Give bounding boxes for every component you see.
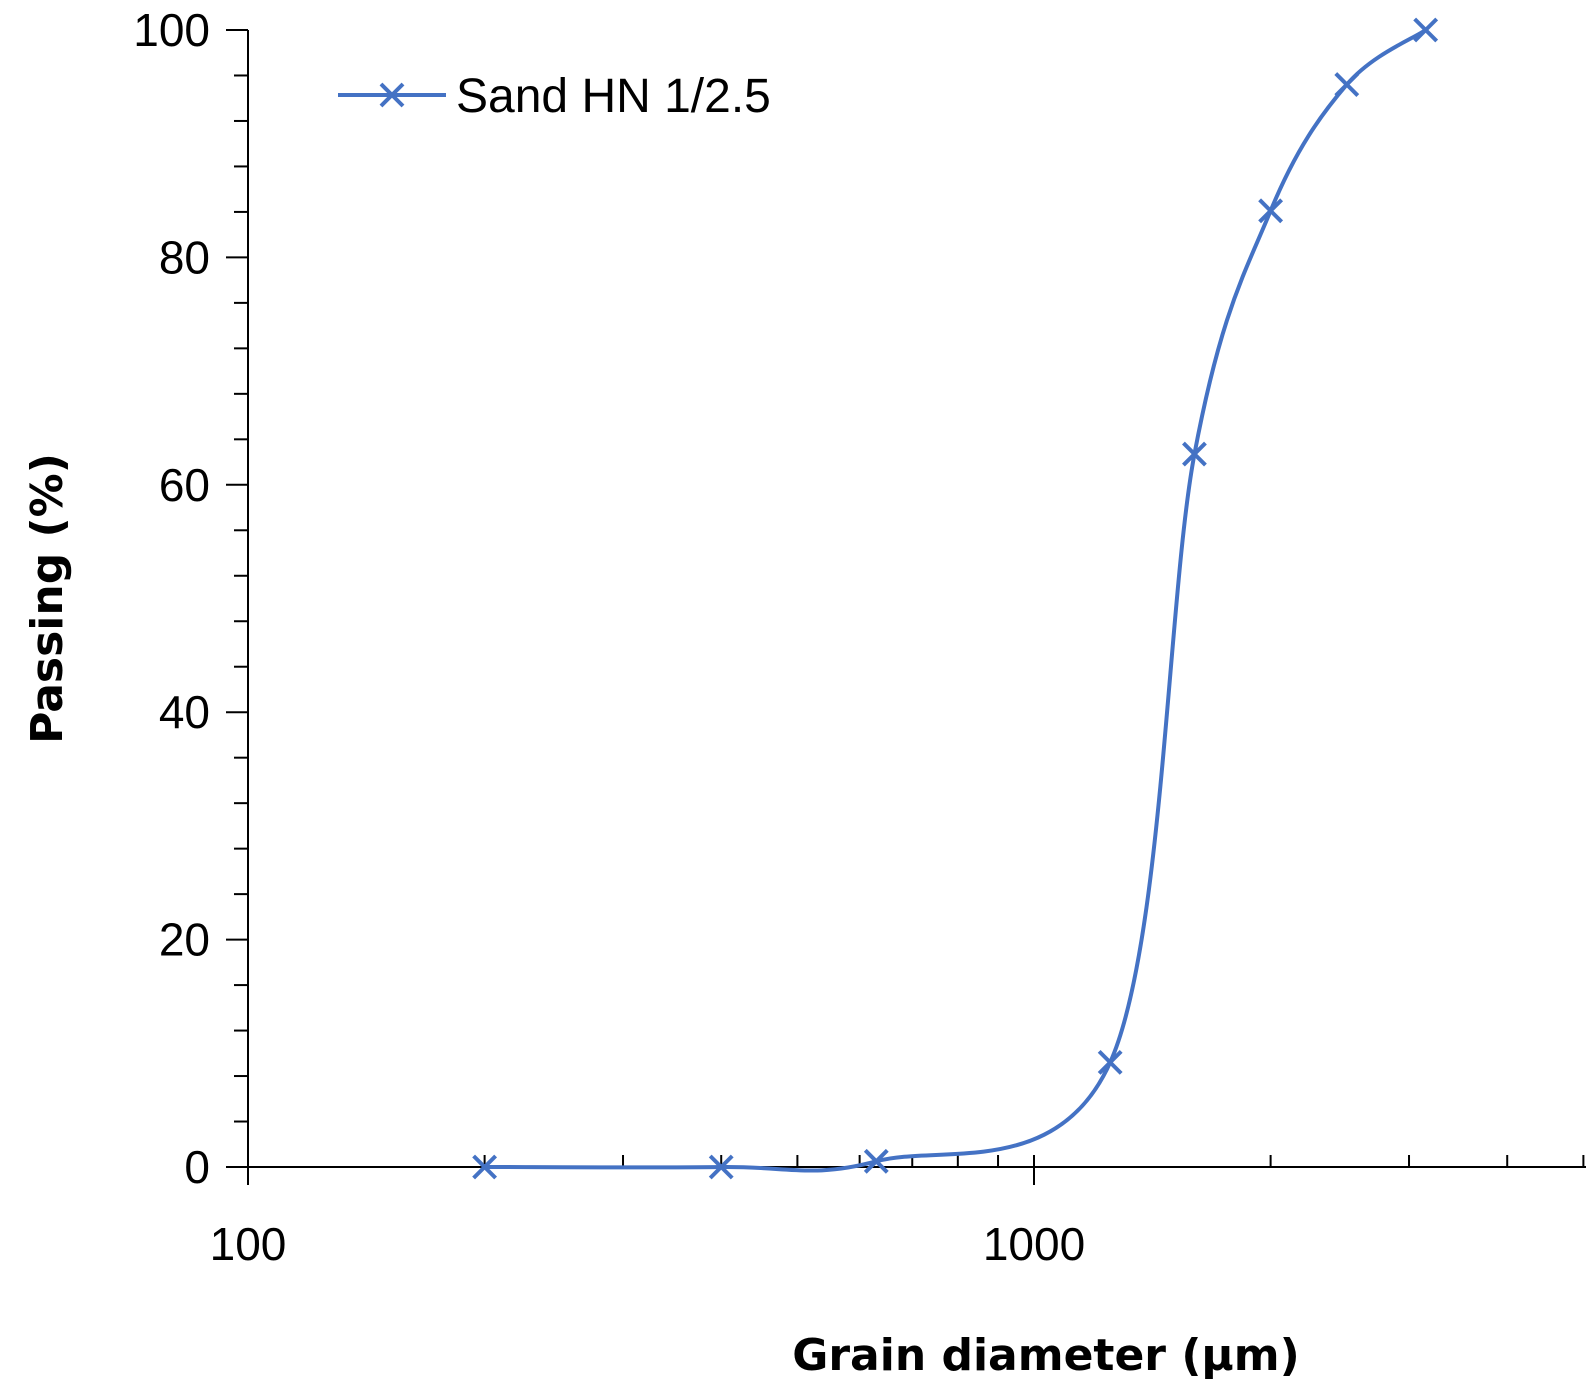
marker-stroke bbox=[863, 1148, 889, 1174]
y-tick-label: 80 bbox=[159, 231, 210, 283]
marker-stroke bbox=[708, 1154, 734, 1180]
data-point-marker bbox=[1334, 72, 1360, 97]
marker-stroke bbox=[472, 1154, 498, 1180]
tick-marks bbox=[226, 29, 1585, 1185]
y-axis-title: Passing (%) bbox=[22, 453, 73, 744]
y-tick-label: 60 bbox=[159, 459, 210, 511]
series-layer bbox=[472, 17, 1439, 1180]
marker-stroke bbox=[1413, 17, 1439, 43]
marker-stroke bbox=[1334, 72, 1360, 97]
data-point-marker bbox=[863, 1148, 889, 1174]
data-point-marker bbox=[1182, 441, 1207, 467]
marker-stroke bbox=[1258, 198, 1284, 224]
data-point-marker bbox=[1413, 17, 1439, 43]
y-tick-label: 40 bbox=[159, 686, 210, 738]
data-point-marker bbox=[1258, 198, 1284, 224]
axes bbox=[247, 30, 1586, 1168]
x-tick-label: 1000 bbox=[983, 1218, 1085, 1270]
y-tick-label: 20 bbox=[159, 914, 210, 966]
tick-labels: 0 20 40 60 80 100 100 1000 bbox=[133, 4, 1085, 1270]
y-tick-label: 100 bbox=[133, 4, 210, 56]
series-line-0 bbox=[482, 28, 1428, 1173]
legend-label-sand-hn: Sand HN 1/2.5 bbox=[456, 70, 771, 123]
legend: Sand HN 1/2.5 bbox=[338, 70, 771, 123]
data-point-marker bbox=[708, 1154, 734, 1180]
marker-stroke bbox=[1182, 441, 1207, 467]
legend-marker bbox=[379, 82, 405, 108]
x-axis-title: Grain diameter (µm) bbox=[792, 1330, 1300, 1381]
marker-stroke bbox=[1097, 1049, 1123, 1075]
data-point-marker bbox=[1097, 1049, 1123, 1075]
marker-stroke bbox=[379, 82, 405, 108]
x-tick-label: 100 bbox=[210, 1218, 287, 1270]
data-point-marker bbox=[472, 1154, 498, 1180]
y-tick-label: 0 bbox=[184, 1141, 210, 1193]
